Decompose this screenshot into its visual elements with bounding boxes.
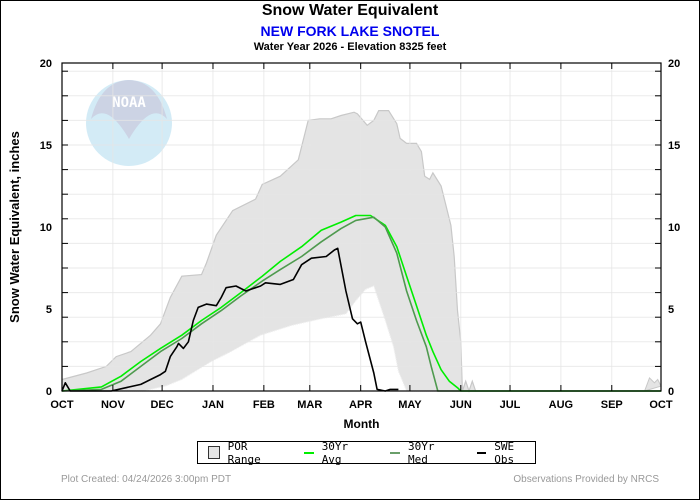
legend-med-swatch (390, 451, 400, 454)
x-tick-label: JAN (202, 399, 224, 411)
y-tick-label-right: 10 (668, 222, 680, 234)
x-tick-label: MAY (398, 399, 422, 411)
x-tick-label: AUG (549, 399, 573, 411)
legend-por-label: POR Range (227, 439, 261, 466)
y-tick-label-right: 15 (668, 140, 680, 152)
x-tick-label: FEB (253, 399, 275, 411)
chart-title: Snow Water Equivalent (261, 2, 439, 19)
y-tick-label-left: 15 (40, 140, 52, 152)
plot-created-note: Plot Created: 04/24/2026 3:00pm PDT (61, 474, 232, 485)
legend-item-avg: 30Yr Avg (304, 440, 368, 466)
x-tick-label: OCT (649, 399, 673, 411)
y-tick-label-left: 0 (46, 386, 52, 398)
y-tick-label-right: 0 (668, 386, 674, 398)
y-axis-label: Snow Water Equivalent, inches (7, 131, 22, 323)
x-tick-label: DEC (150, 399, 173, 411)
por-late-season-bump (643, 376, 662, 392)
provider-note: Observations Provided by NRCS (513, 474, 659, 485)
y-tick-label-left: 20 (40, 58, 52, 70)
noaa-logo-bird (91, 80, 167, 139)
legend: POR Range 30Yr Avg 30Yr Med SWE Obs (197, 439, 536, 466)
noaa-logo-text: NOAA (112, 95, 146, 111)
x-tick-label: SEP (601, 399, 623, 411)
legend-avg-label: 30Yr Avg (321, 439, 349, 466)
legend-med-label: 30Yr Med (407, 439, 435, 466)
legend-item-obs: SWE Obs (476, 439, 535, 466)
legend-avg-swatch (304, 451, 314, 454)
station-name: NEW FORK LAKE SNOTEL (260, 23, 440, 39)
x-tick-label: MAR (297, 399, 322, 411)
legend-obs-label: SWE Obs (494, 439, 515, 466)
y-tick-label-left: 10 (40, 222, 52, 234)
y-tick-label-right: 5 (668, 304, 674, 316)
legend-obs-swatch (476, 451, 487, 454)
por-range-lower-edge (62, 285, 661, 392)
chart-subtitle: Water Year 2026 - Elevation 8325 feet (253, 41, 447, 53)
x-tick-label: NOV (101, 399, 126, 411)
por-range-band (62, 110, 661, 391)
y-tick-label-right: 20 (668, 58, 680, 70)
x-axis-label: Month (344, 417, 380, 431)
y-tick-label-left: 5 (46, 304, 52, 316)
x-tick-label: JUL (500, 399, 521, 411)
legend-item-med: 30Yr Med (390, 440, 454, 466)
legend-item-por: POR Range (208, 440, 280, 466)
por-range-upper-edge (61, 109, 661, 393)
series-line-30yr-med (61, 216, 661, 392)
x-tick-label: APR (349, 399, 372, 411)
x-tick-label: OCT (50, 399, 74, 411)
noaa-logo-icon: NOAA (86, 80, 172, 166)
series-line-30yr-avg (61, 214, 661, 392)
x-tick-label: JUN (450, 399, 472, 411)
plot-border (61, 62, 662, 392)
legend-por-swatch (208, 446, 220, 459)
series-line-swe-obs (61, 247, 399, 392)
